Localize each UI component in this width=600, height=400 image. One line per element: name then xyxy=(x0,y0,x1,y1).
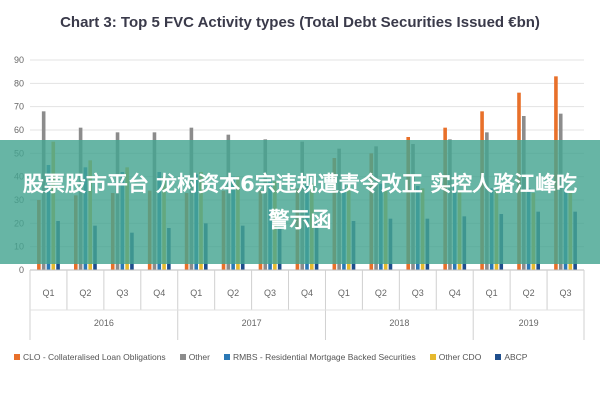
x-tick-label: Q3 xyxy=(264,288,276,298)
x-tick-label: Q2 xyxy=(227,288,239,298)
legend-swatch xyxy=(179,354,186,360)
x-group-label: 2019 xyxy=(519,318,539,328)
legend-item: ABCP xyxy=(495,352,527,362)
x-group-label: 2018 xyxy=(389,318,409,328)
x-tick-label: Q4 xyxy=(153,288,165,298)
overlay-headline: 股票股市平台 龙树资本6宗违规遭责令改正 实控人骆江峰吃警示函 xyxy=(22,172,578,232)
x-tick-label: Q1 xyxy=(338,288,350,298)
x-tick-label: Q4 xyxy=(301,288,313,298)
y-tick-label: 60 xyxy=(14,125,24,135)
y-tick-label: 0 xyxy=(19,265,24,275)
x-tick-label: Q3 xyxy=(560,288,572,298)
legend-item: RMBS - Residential Mortgage Backed Secur… xyxy=(223,352,416,362)
legend-label: CLO - Collateralised Loan Obligations xyxy=(23,352,166,362)
y-tick-label: 80 xyxy=(14,78,24,88)
chart-title: Chart 3: Top 5 FVC Activity types (Total… xyxy=(60,14,540,31)
legend-swatch xyxy=(223,354,230,360)
x-tick-label: Q1 xyxy=(486,288,498,298)
legend-item: Other CDO xyxy=(429,352,482,362)
legend-label: RMBS - Residential Mortgage Backed Secur… xyxy=(232,352,416,362)
chart-legend: CLO - Collateralised Loan Obligations Oth… xyxy=(14,352,594,362)
x-group-label: 2017 xyxy=(242,318,262,328)
legend-item: Other xyxy=(179,352,210,362)
x-tick-label: Q1 xyxy=(190,288,202,298)
x-tick-label: Q4 xyxy=(449,288,461,298)
legend-item: CLO - Collateralised Loan Obligations xyxy=(14,352,166,362)
x-group-label: 2016 xyxy=(94,318,114,328)
y-tick-label: 90 xyxy=(14,55,24,65)
legend-swatch xyxy=(14,354,20,360)
legend-swatch xyxy=(429,354,436,360)
legend-swatch xyxy=(495,354,502,360)
x-tick-label: Q2 xyxy=(79,288,91,298)
legend-label: Other xyxy=(188,352,210,362)
x-tick-label: Q3 xyxy=(412,288,424,298)
legend-label: ABCP xyxy=(504,352,528,362)
overlay-banner: 股票股市平台 龙树资本6宗违规遭责令改正 实控人骆江峰吃警示函 xyxy=(0,140,600,264)
x-tick-label: Q3 xyxy=(116,288,128,298)
x-tick-label: Q2 xyxy=(375,288,387,298)
x-tick-label: Q2 xyxy=(523,288,535,298)
y-tick-label: 70 xyxy=(14,102,24,112)
legend-label: Other CDO xyxy=(438,352,482,362)
x-tick-label: Q1 xyxy=(42,288,54,298)
